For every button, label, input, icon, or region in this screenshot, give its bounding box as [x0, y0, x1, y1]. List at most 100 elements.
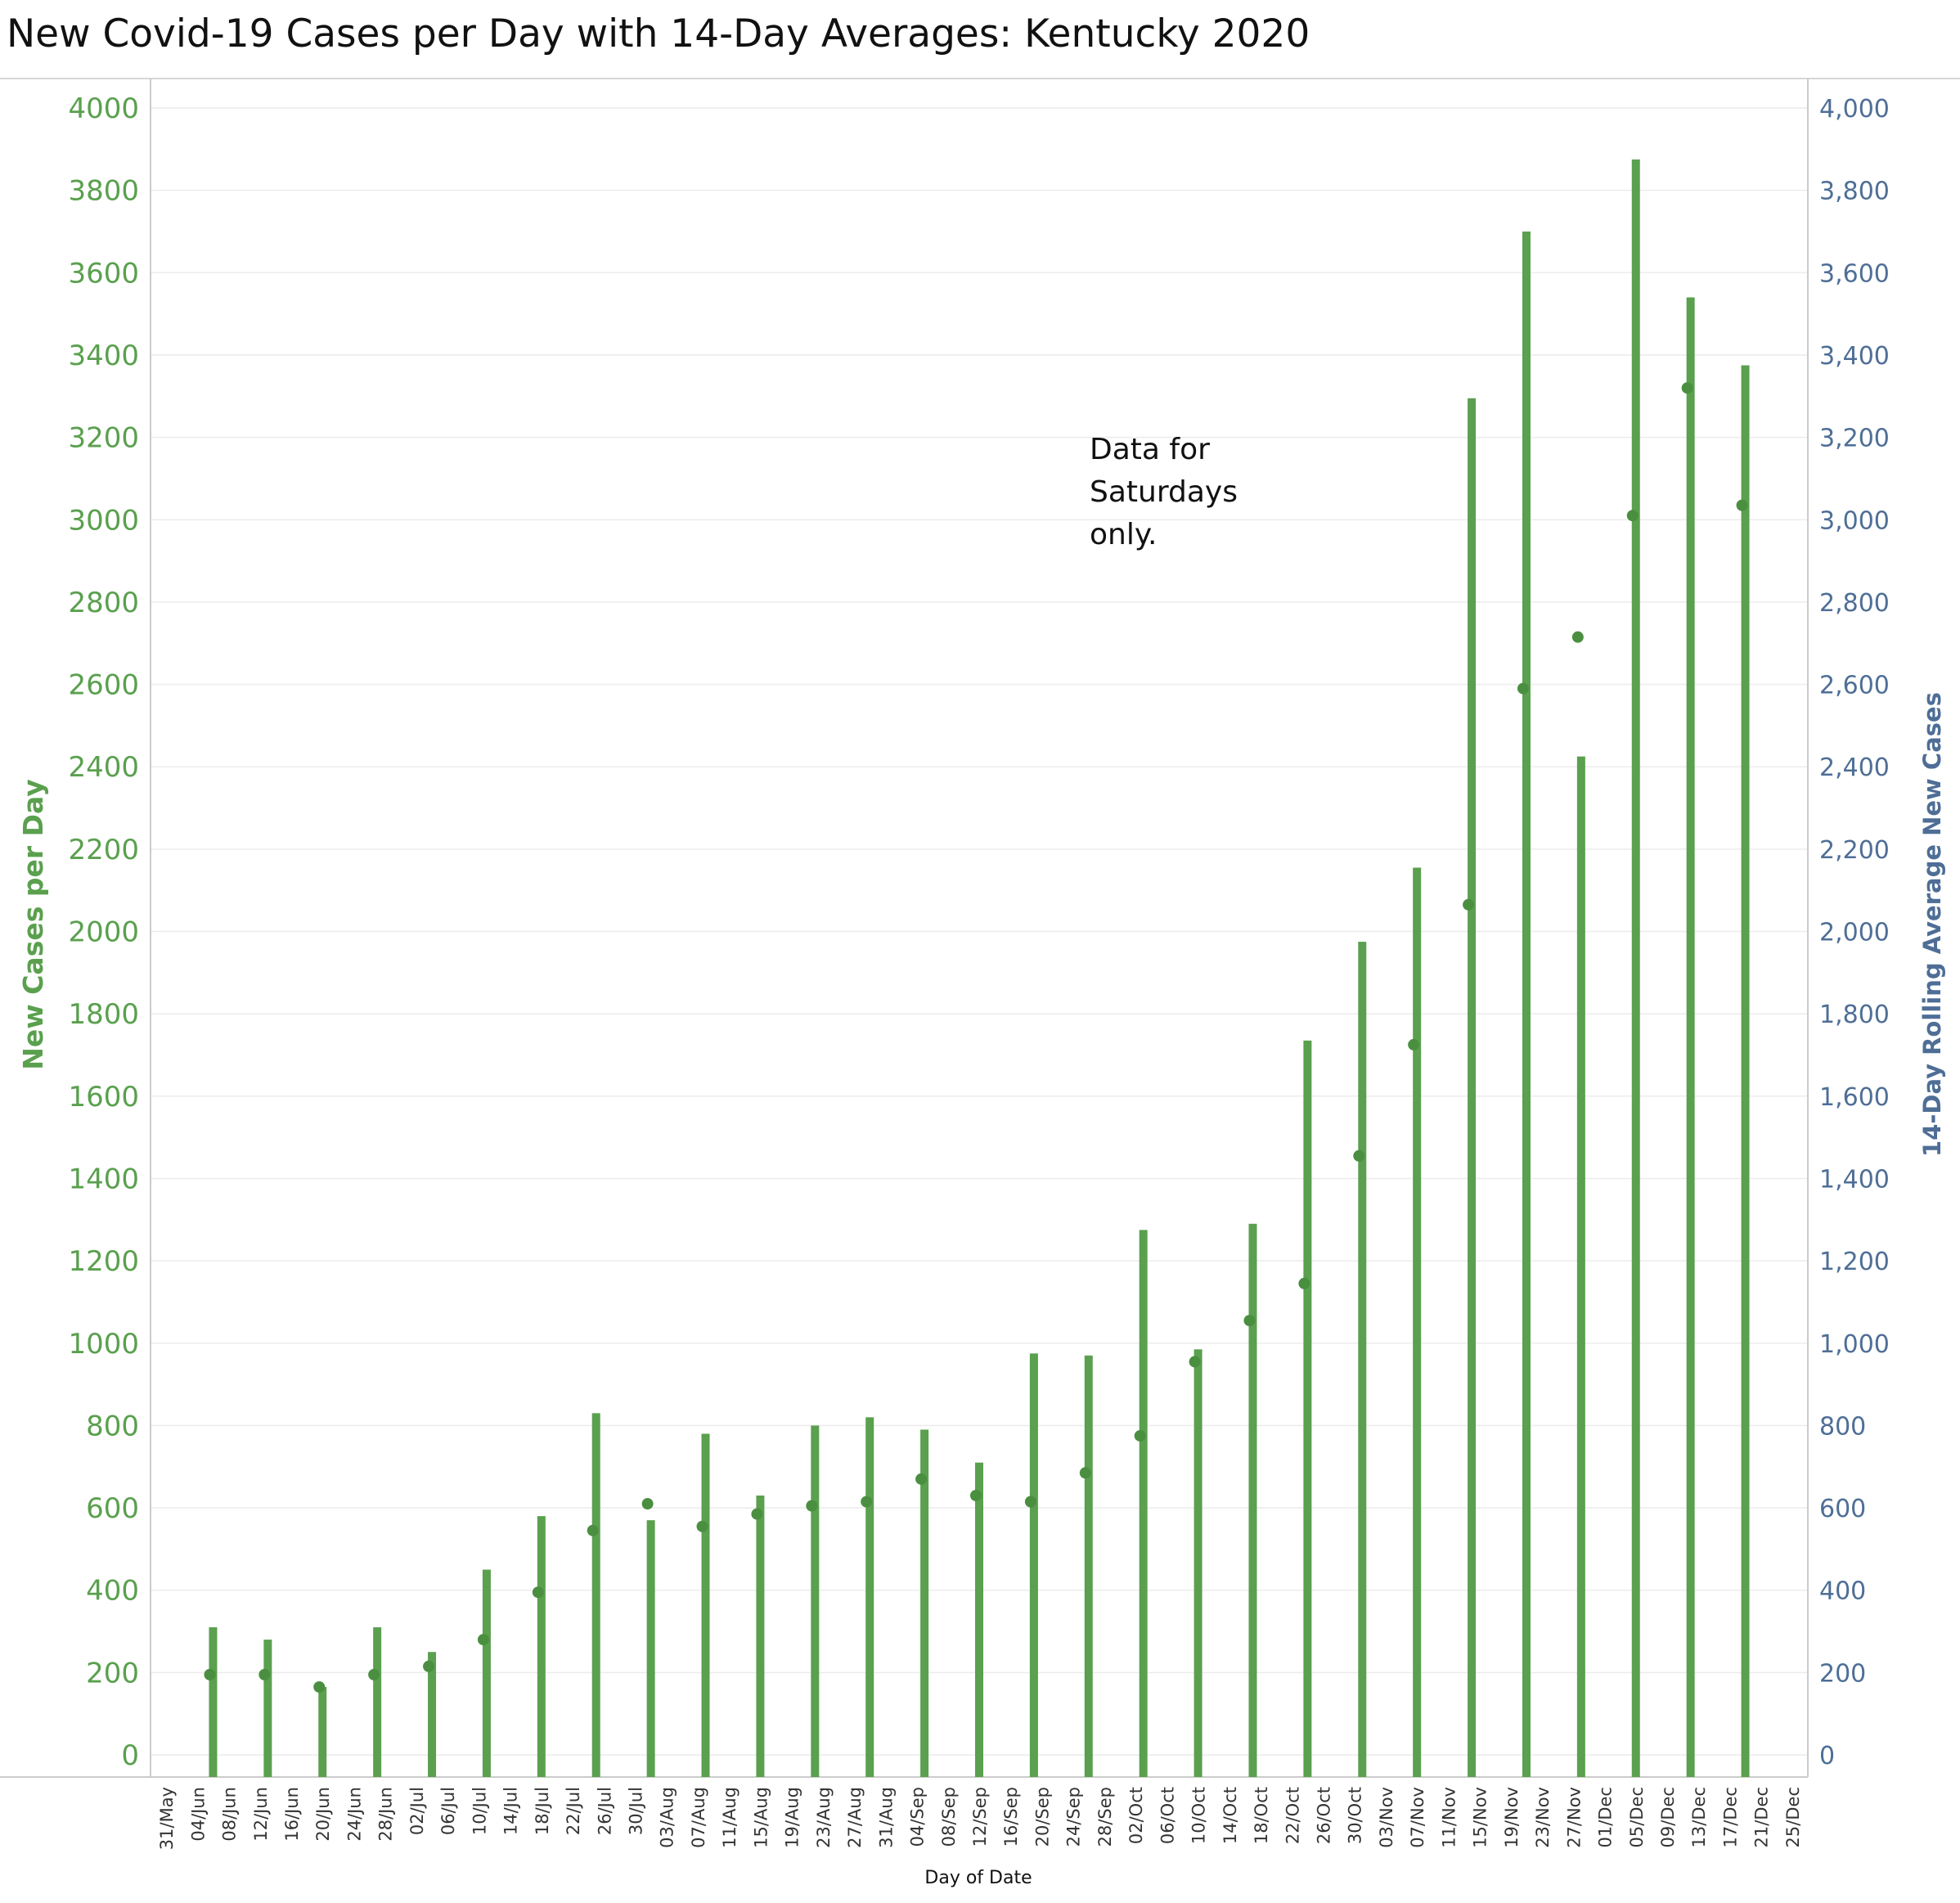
new-cases-bar: [1522, 231, 1531, 1778]
new-cases-bar: [1631, 159, 1640, 1777]
new-cases-bar: [975, 1462, 983, 1777]
x-tick-label: 27/Aug: [845, 1787, 865, 1848]
left-tick-label: 3200: [68, 422, 139, 455]
left-tick-label: 1200: [68, 1245, 139, 1278]
x-tick-label: 30/Jul: [627, 1787, 646, 1835]
rolling-average-point: [1024, 1496, 1036, 1508]
left-tick-label: 2000: [68, 916, 139, 949]
x-tick-label: 15/Nov: [1471, 1787, 1490, 1848]
x-tick-label: 24/Jun: [344, 1787, 364, 1842]
rolling-average-point: [1189, 1356, 1201, 1368]
x-tick-label: 04/Jun: [188, 1787, 208, 1842]
rolling-average-point: [313, 1680, 326, 1693]
annotation-line-2: Saturdays: [1090, 475, 1238, 509]
right-tick-label: 1,200: [1819, 1248, 1890, 1276]
x-tick-label: 15/Aug: [751, 1787, 771, 1848]
x-tick-label: 01/Dec: [1596, 1787, 1616, 1847]
rolling-average-point: [915, 1473, 928, 1485]
new-cases-bar: [209, 1626, 218, 1777]
rolling-average-point: [1571, 631, 1584, 643]
x-tick-label: 17/Dec: [1720, 1787, 1740, 1847]
new-cases-bar: [318, 1686, 327, 1777]
x-tick-label: 27/Nov: [1564, 1787, 1584, 1848]
chart-title: New Covid-19 Cases per Day with 14-Day A…: [7, 11, 1310, 56]
x-tick-label: 26/Oct: [1314, 1787, 1333, 1844]
x-tick-label: 22/Jul: [564, 1787, 583, 1835]
x-tick-label: 16/Jun: [282, 1787, 302, 1842]
left-tick-label: 1600: [68, 1081, 139, 1113]
gridlines: [151, 107, 1808, 1756]
right-tick-label: 800: [1819, 1412, 1866, 1441]
x-tick-label: 12/Sep: [970, 1787, 990, 1847]
axes: [0, 79, 1809, 1778]
x-tick-label: 12/Jun: [251, 1787, 271, 1842]
x-tick-label: 31/May: [157, 1787, 177, 1850]
new-cases-bar: [1303, 1040, 1312, 1777]
x-tick-label: 11/Nov: [1439, 1787, 1459, 1848]
right-tick-label: 4,000: [1819, 95, 1890, 124]
x-tick-label: 06/Jul: [438, 1787, 458, 1835]
annotation: Data for Saturdays only.: [1090, 433, 1238, 551]
rolling-average-point: [1626, 510, 1639, 522]
left-tick-label: 1800: [68, 998, 139, 1031]
x-tick-label: 28/Jun: [376, 1787, 396, 1842]
x-tick-label: 16/Sep: [1001, 1787, 1021, 1847]
new-cases-bar: [591, 1413, 600, 1777]
right-tick-label: 1,800: [1819, 1001, 1890, 1029]
rolling-average-point: [1681, 382, 1693, 394]
right-tick-label: 3,400: [1819, 342, 1890, 371]
rolling-average-point: [970, 1489, 982, 1501]
left-tick-label: 2200: [68, 834, 139, 866]
right-tick-label: 2,000: [1819, 919, 1890, 947]
left-tick-label: 2800: [68, 587, 139, 619]
x-tick-label: 02/Jul: [407, 1787, 427, 1835]
x-tick-label: 19/Aug: [783, 1787, 802, 1848]
rolling-average-point: [1463, 898, 1475, 911]
x-tick-label: 25/Dec: [1783, 1787, 1803, 1847]
rolling-average-point: [1353, 1149, 1365, 1162]
x-tick-label: 07/Aug: [689, 1787, 708, 1848]
right-tick-label: 3,000: [1819, 506, 1890, 535]
new-cases-bar: [1741, 365, 1750, 1777]
left-tick-label: 2600: [68, 669, 139, 702]
new-cases-bar: [263, 1640, 272, 1777]
x-tick-label: 10/Jul: [470, 1787, 489, 1835]
right-tick-label: 600: [1819, 1495, 1866, 1523]
x-tick-label: 03/Nov: [1377, 1787, 1396, 1848]
x-tick-label: 03/Aug: [658, 1787, 677, 1848]
rolling-average-point: [806, 1500, 818, 1512]
left-axis-ticks: 0 200 400 600 800 1000 1200 1400 1600 1800 2000 220…: [68, 92, 139, 1772]
left-tick-label: 0: [121, 1739, 139, 1772]
left-tick-label: 4000: [68, 92, 139, 125]
rolling-average-point: [423, 1660, 435, 1672]
new-cases-bar: [373, 1626, 382, 1777]
left-tick-label: 400: [86, 1575, 139, 1608]
left-tick-label: 800: [86, 1410, 139, 1442]
x-tick-label: 18/Oct: [1252, 1787, 1271, 1844]
x-tick-label: 09/Dec: [1658, 1787, 1678, 1847]
x-tick-label: 04/Sep: [908, 1787, 928, 1847]
x-tick-label: 31/Aug: [876, 1787, 896, 1848]
new-cases-bar: [1468, 398, 1477, 1777]
right-tick-label: 0: [1819, 1742, 1835, 1770]
new-cases-bar: [1248, 1223, 1257, 1777]
rolling-average-point: [751, 1508, 763, 1520]
left-tick-label: 3800: [68, 175, 139, 208]
rolling-average-point: [1298, 1277, 1310, 1289]
x-tick-label: 28/Sep: [1095, 1787, 1115, 1847]
new-cases-bar: [428, 1652, 437, 1777]
x-tick-label: 14/Oct: [1221, 1787, 1240, 1844]
x-tick-label: 19/Nov: [1502, 1787, 1522, 1848]
new-cases-bar: [1194, 1349, 1203, 1777]
rolling-average-point: [368, 1668, 380, 1680]
x-tick-label: 06/Oct: [1158, 1787, 1177, 1844]
left-tick-label: 3600: [68, 257, 139, 290]
rolling-average-point: [1134, 1429, 1146, 1442]
new-cases-bar: [756, 1495, 765, 1777]
right-tick-label: 400: [1819, 1577, 1866, 1606]
right-tick-label: 1,600: [1819, 1083, 1890, 1112]
new-cases-bar: [1576, 756, 1585, 1777]
x-tick-label: 11/Aug: [720, 1787, 739, 1848]
x-tick-label: 18/Jul: [533, 1787, 552, 1835]
x-tick-label: 26/Jul: [595, 1787, 614, 1835]
